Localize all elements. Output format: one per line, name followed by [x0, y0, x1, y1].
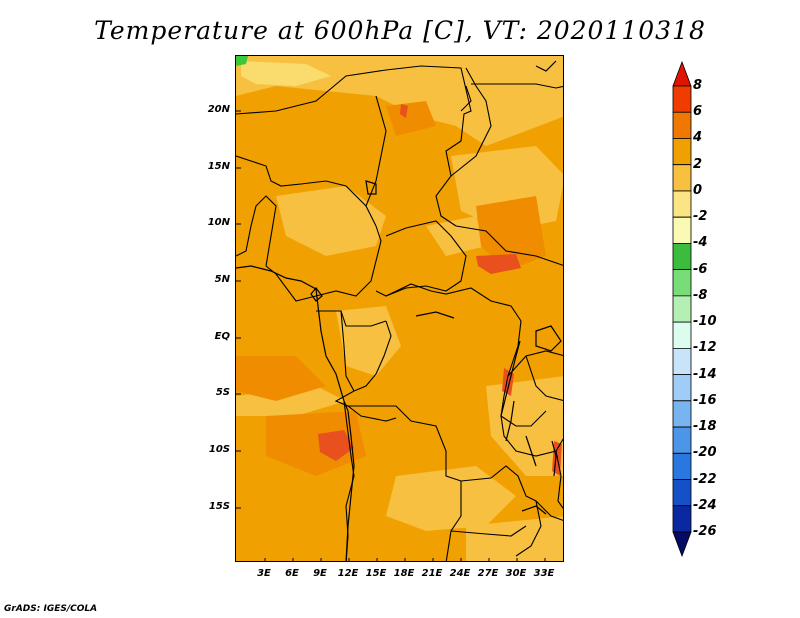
lat-label-eq: EQ: [214, 331, 230, 342]
colorbar-label: -12: [693, 340, 717, 356]
coastlines: [236, 60, 562, 561]
lon-label-27e: 27E: [477, 568, 499, 579]
field-cool-nigeria: [276, 186, 386, 256]
colorbar-label: -6: [693, 261, 708, 277]
lat-label-15n: 15N: [207, 161, 230, 172]
lon-label-9e: 9E: [313, 568, 327, 579]
field-green-patch: [236, 56, 248, 66]
colorbar-swatch: [672, 190, 692, 218]
colorbar-swatch: [672, 216, 692, 244]
colorbar: [672, 60, 692, 558]
colorbar-swatch: [672, 479, 692, 507]
colorbar-swatch: [672, 243, 692, 271]
lon-label-33e: 33E: [533, 568, 555, 579]
colorbar-label: 8: [693, 78, 703, 93]
colorbar-label: -14: [693, 366, 717, 382]
field-hot-sudan: [476, 254, 521, 274]
lon-label-12e: 12E: [337, 568, 359, 579]
colorbar-swatch: [672, 426, 692, 454]
colorbar-label: -24: [693, 497, 717, 513]
temperature-field: [236, 56, 563, 561]
colorbar-label: 0: [693, 182, 703, 198]
colorbar-swatch: [672, 531, 692, 558]
country-borders: [236, 65, 563, 561]
colorbar-swatch: [672, 111, 692, 139]
temperature-map: [235, 55, 564, 562]
field-warm-west: [236, 356, 326, 401]
colorbar-swatch: [672, 452, 692, 480]
colorbar-label: 4: [693, 130, 703, 146]
colorbar-swatch: [672, 347, 692, 375]
field-cool-south: [386, 466, 516, 531]
colorbar-swatch: [672, 164, 692, 192]
colorbar-label: -10: [693, 314, 717, 330]
colorbar-label: -22: [693, 471, 717, 487]
lon-label-3e: 3E: [257, 568, 271, 579]
lon-label-6e: 6E: [285, 568, 299, 579]
lon-label-24e: 24E: [449, 568, 471, 579]
map-title: Temperature at 600hPa [C], VT: 202011031…: [94, 16, 706, 45]
colorbar-swatch: [672, 138, 692, 166]
field-hot-angola: [318, 430, 354, 461]
colorbar-label: -26: [693, 524, 717, 539]
lat-label-15s: 15S: [208, 501, 230, 512]
frame-ticks: [236, 110, 546, 561]
field-cool-gabon: [336, 306, 401, 376]
field-coolest-nw: [241, 61, 331, 86]
lon-label-18e: 18E: [393, 568, 415, 579]
lat-label-5n: 5N: [214, 274, 230, 285]
colorbar-label: -4: [693, 235, 708, 251]
colorbar-swatch: [672, 505, 692, 533]
lat-label-10n: 10N: [207, 217, 230, 228]
colorbar-swatch: [672, 321, 692, 349]
lat-label-10s: 10S: [208, 444, 230, 455]
colorbar-label: -2: [693, 209, 708, 225]
credit-text: GrADS: IGES/COLA: [4, 604, 98, 614]
colorbar-label: -16: [693, 392, 717, 408]
lon-label-21e: 21E: [421, 568, 443, 579]
colorbar-swatch: [672, 374, 692, 402]
lon-label-15e: 15E: [365, 568, 387, 579]
colorbar-swatch: [672, 85, 692, 113]
lat-label-5s: 5S: [215, 387, 230, 398]
colorbar-swatch: [672, 60, 692, 87]
lat-label-20n: 20N: [207, 104, 230, 115]
colorbar-swatch: [672, 269, 692, 297]
lon-label-30e: 30E: [505, 568, 527, 579]
colorbar-label: 2: [693, 156, 703, 172]
colorbar-label: -20: [693, 445, 717, 461]
colorbar-swatch: [672, 400, 692, 428]
colorbar-label: -18: [693, 419, 717, 435]
colorbar-label: -8: [693, 287, 708, 303]
colorbar-label: 6: [693, 104, 703, 120]
colorbar-swatch: [672, 295, 692, 323]
